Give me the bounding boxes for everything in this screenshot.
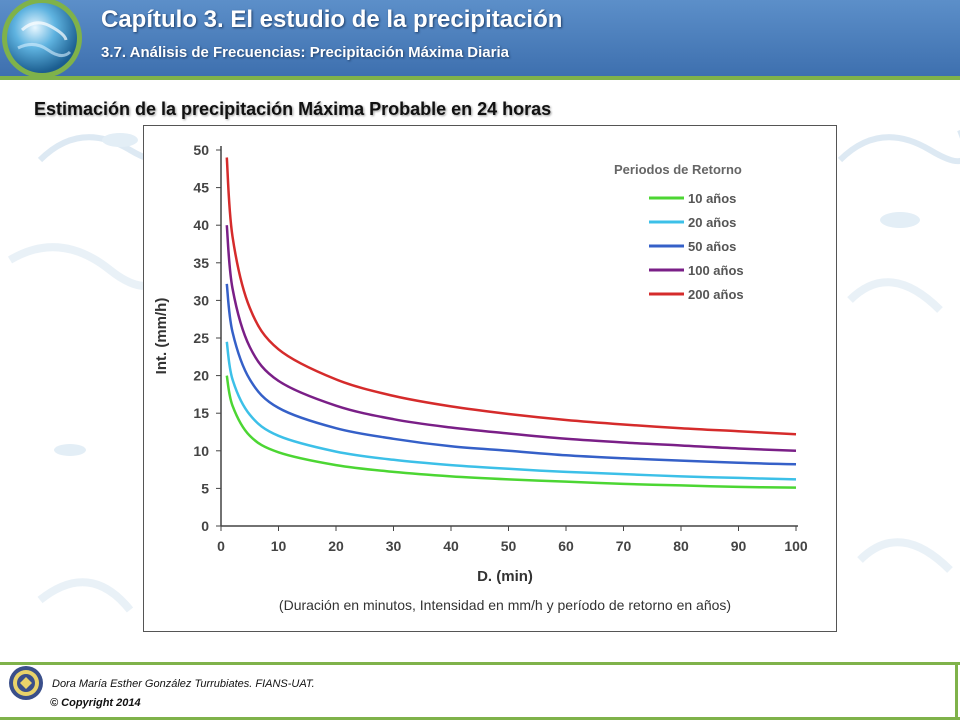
x-tick-label: 20	[328, 538, 344, 554]
y-tick-label: 25	[193, 330, 209, 346]
x-tick-label: 50	[501, 538, 517, 554]
legend-label-200: 200 años	[688, 287, 744, 302]
y-tick-label: 20	[193, 368, 209, 384]
x-tick-label: 100	[784, 538, 808, 554]
x-tick-label: 60	[558, 538, 574, 554]
series-line-20	[225, 341, 797, 481]
x-tick-label: 10	[271, 538, 287, 554]
y-tick-label: 40	[193, 217, 209, 233]
y-tick-label: 0	[201, 518, 209, 534]
university-seal-icon	[9, 666, 43, 700]
slide-footer: Dora María Esther González Turrubiates. …	[0, 662, 960, 720]
y-tick-label: 15	[193, 405, 209, 421]
slide-title: Estimación de la precipitación Máxima Pr…	[34, 99, 552, 119]
series-line-50	[225, 283, 797, 466]
footer-bottom-line	[0, 717, 960, 720]
footer-right-line	[955, 662, 958, 720]
series-line-10	[225, 375, 797, 489]
x-tick-label: 0	[217, 538, 225, 554]
header-accent-stripe	[0, 76, 960, 80]
chapter-subtitle: 3.7. Análisis de Frecuencias: Precipitac…	[101, 44, 509, 61]
series-line-200	[225, 157, 797, 436]
idf-chart-panel: 0 5 10 15 20 25 30 35 40 45 50 0 10 20 30 40 50 60 70 80 90 1…	[143, 125, 837, 632]
legend-label-100: 100 años	[688, 263, 744, 278]
x-tick-label: 80	[673, 538, 689, 554]
series-line-100	[225, 225, 797, 453]
legend-label-50: 50 años	[688, 239, 736, 254]
x-axis-label: D. (min)	[477, 568, 533, 585]
y-tick-label: 35	[193, 255, 209, 271]
globe-logo-icon	[2, 0, 82, 78]
legend-label-20: 20 años	[688, 215, 736, 230]
y-tick-label: 5	[201, 480, 209, 496]
legend-title: Periodos de Retorno	[614, 162, 742, 177]
y-axis-label: Int. (mm/h)	[153, 298, 170, 375]
x-tick-label: 40	[443, 538, 459, 554]
slide-header: Capítulo 3. El estudio de la precipitaci…	[0, 0, 960, 78]
chart-caption: (Duración en minutos, Intensidad en mm/h…	[279, 597, 731, 613]
y-tick-label: 30	[193, 292, 209, 308]
footer-top-line	[0, 662, 960, 665]
y-tick-label: 50	[193, 142, 209, 158]
chapter-title: Capítulo 3. El estudio de la precipitaci…	[101, 6, 563, 33]
y-tick-label: 10	[193, 443, 209, 459]
x-tick-label: 90	[731, 538, 747, 554]
idf-chart: 0 5 10 15 20 25 30 35 40 45 50 0 10 20 30 40 50 60 70 80 90 1…	[153, 142, 808, 613]
y-tick-label: 45	[193, 180, 209, 196]
legend-label-10: 10 años	[688, 191, 736, 206]
footer-author: Dora María Esther González Turrubiates. …	[52, 678, 315, 690]
x-tick-label: 30	[386, 538, 402, 554]
footer-copyright: © Copyright 2014	[50, 697, 141, 709]
x-tick-label: 70	[616, 538, 632, 554]
